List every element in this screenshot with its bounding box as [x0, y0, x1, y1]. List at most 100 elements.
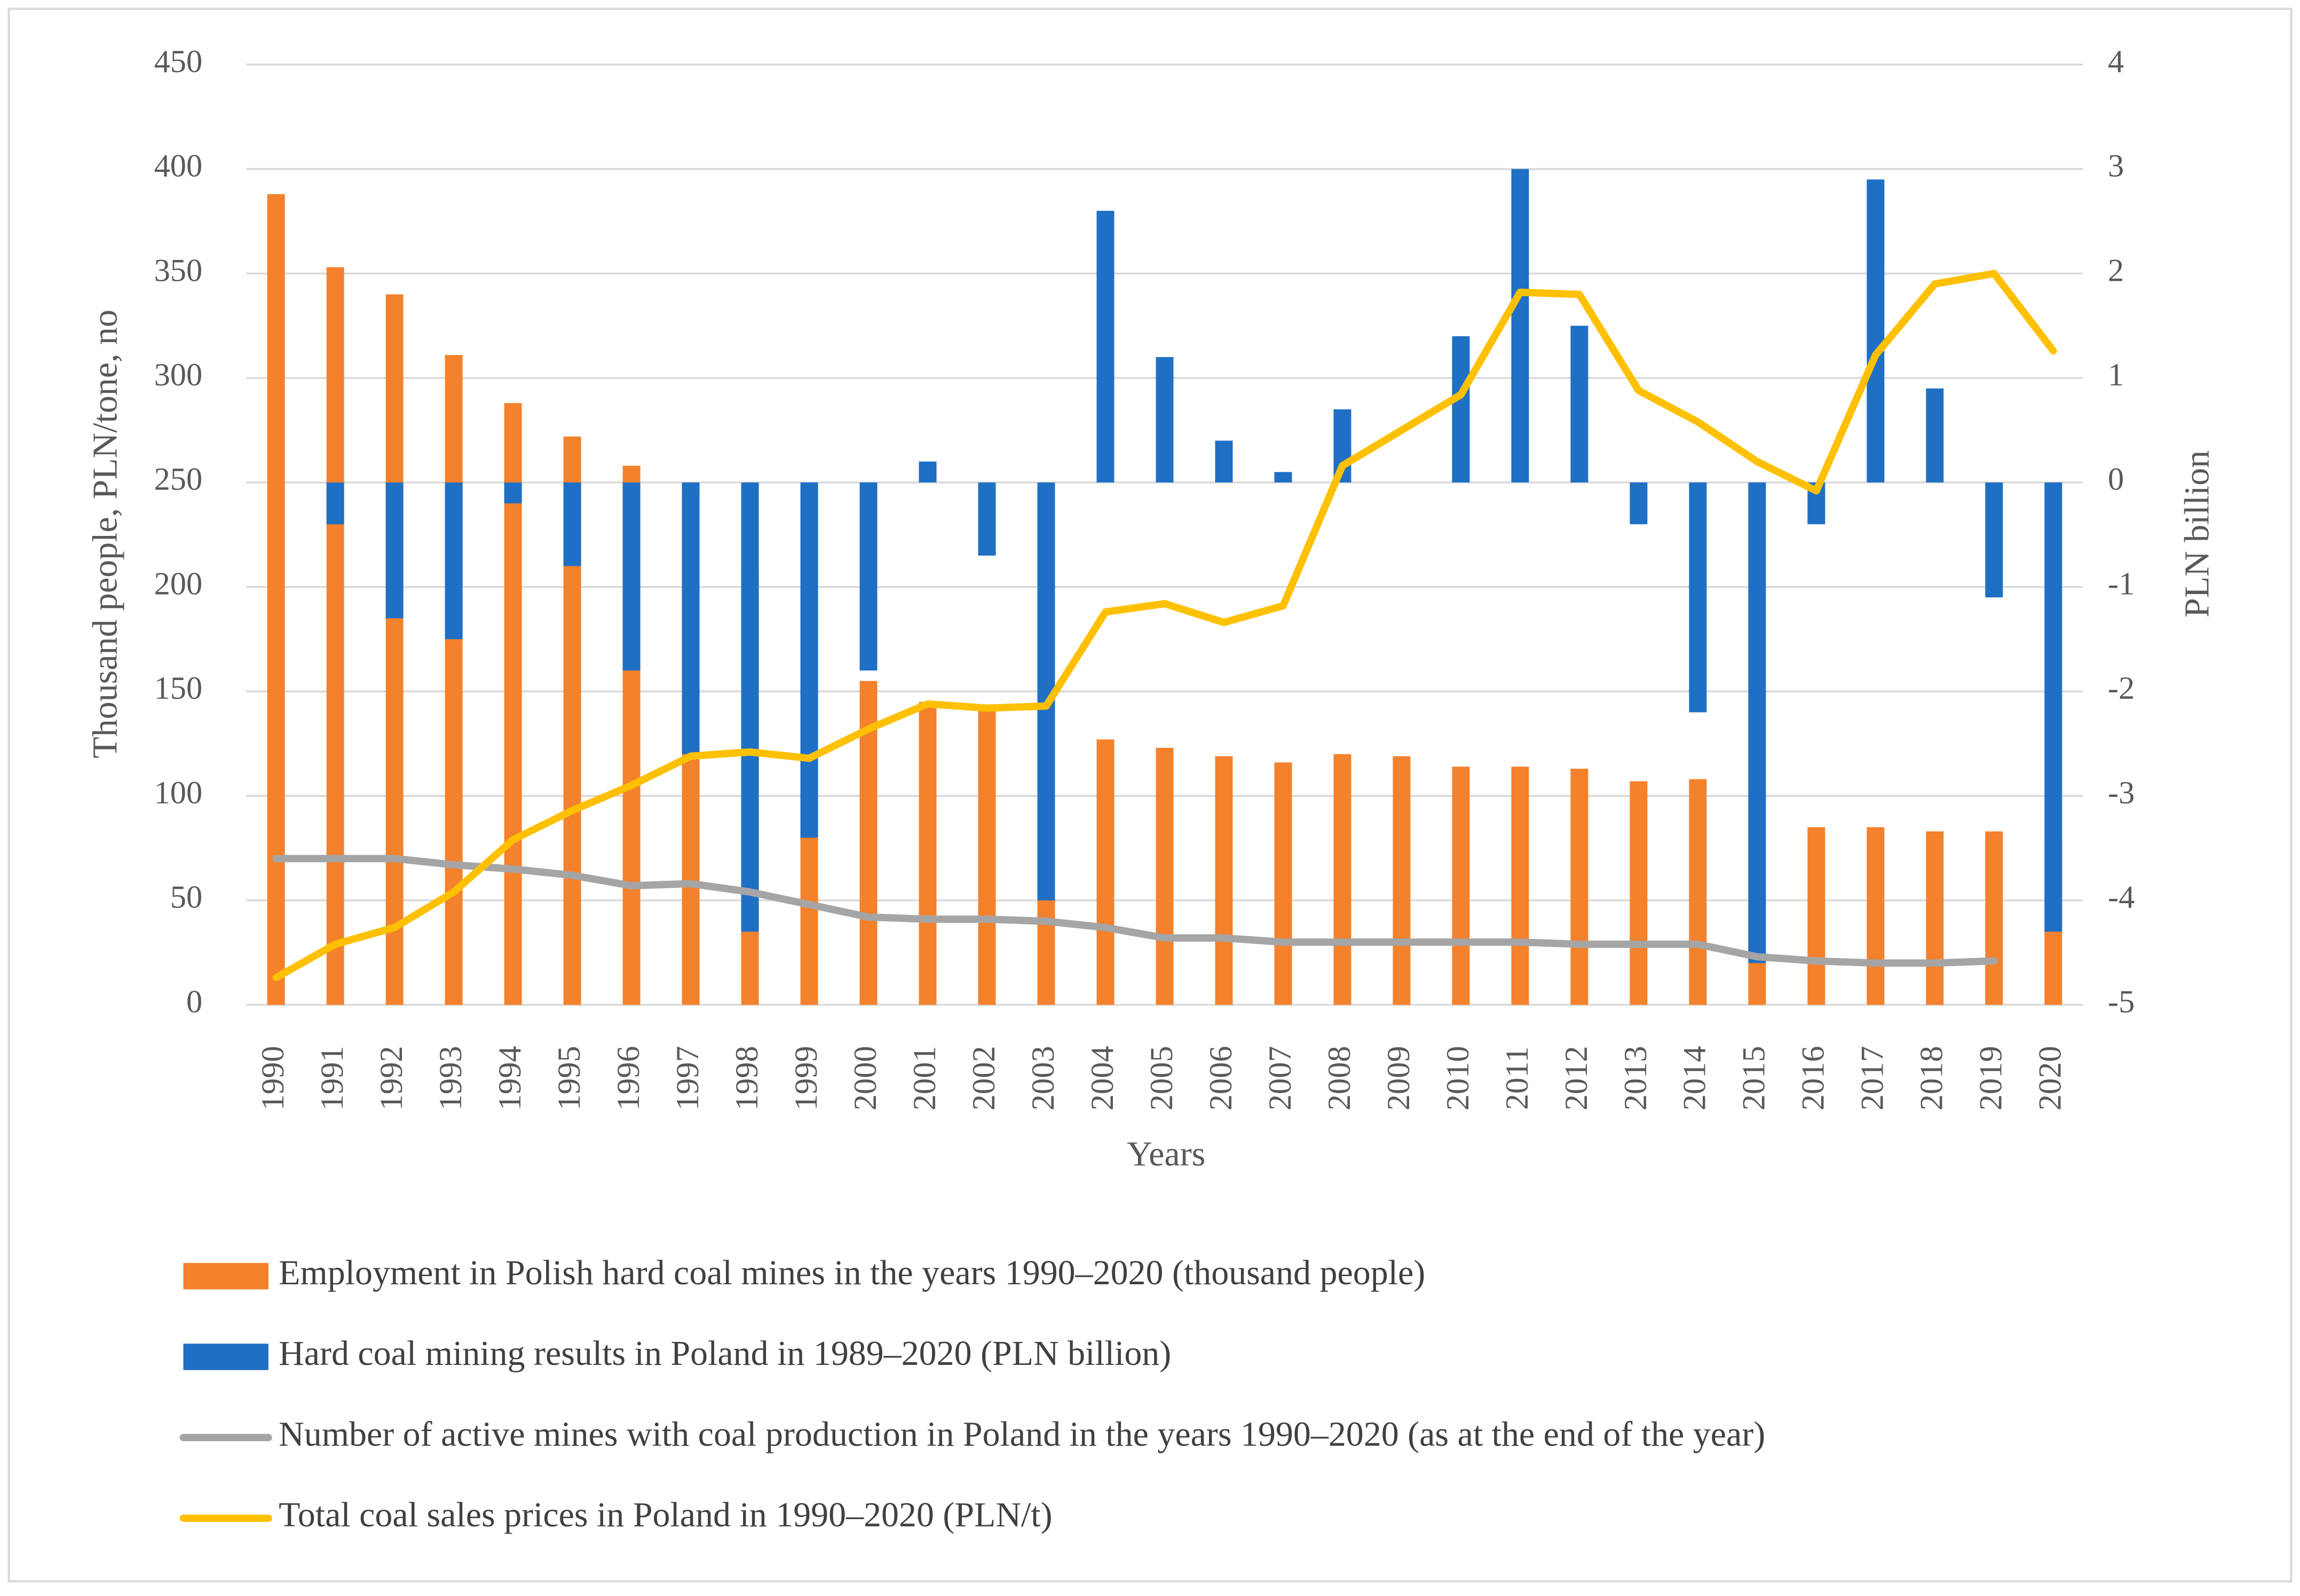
- y-tick-label: 300: [154, 357, 203, 393]
- bar: [1807, 827, 1825, 1005]
- bar: [445, 355, 463, 1005]
- bar: [1570, 326, 1588, 483]
- legend-label: Hard coal mining results in Poland in 19…: [279, 1334, 1171, 1373]
- y2-tick-label: 4: [2108, 44, 2124, 80]
- legend-label: Total coal sales prices in Poland in 199…: [279, 1495, 1052, 1534]
- y2-tick-label: -3: [2108, 775, 2135, 811]
- x-tick-label: 2001: [907, 1046, 943, 1110]
- x-tick-label: 1991: [314, 1046, 350, 1110]
- bar: [741, 482, 759, 932]
- x-tick-label: 2004: [1085, 1046, 1120, 1110]
- x-tick-label: 1997: [670, 1046, 706, 1110]
- bar: [1096, 739, 1115, 1005]
- bar: [2044, 482, 2062, 932]
- bar: [1215, 440, 1233, 483]
- line: [272, 270, 2057, 982]
- bar: [1630, 781, 1648, 1005]
- x-tick-label: 2012: [1559, 1046, 1594, 1110]
- x-tick-label: 2003: [1025, 1046, 1061, 1110]
- y-tick-label: 200: [154, 566, 203, 602]
- bar: [563, 482, 581, 566]
- legend-label: Employment in Polish hard coal mines in …: [279, 1253, 1425, 1292]
- bar: [1985, 831, 2003, 1005]
- x-tick-label: 2011: [1499, 1047, 1535, 1110]
- y2-tick-label: -1: [2108, 566, 2135, 602]
- x-tick-label: 2015: [1736, 1046, 1772, 1110]
- x-tick-label: 1993: [433, 1046, 469, 1110]
- bar: [1274, 472, 1292, 483]
- bar: [1096, 210, 1115, 483]
- x-tick-label: 2009: [1381, 1046, 1417, 1110]
- x-tick-label: 2006: [1203, 1046, 1239, 1110]
- bar: [1511, 767, 1529, 1005]
- y-tick-label: 100: [154, 775, 203, 811]
- x-tick-label: 2017: [1855, 1046, 1891, 1110]
- legend-swatch: [183, 1344, 268, 1370]
- bar: [1689, 482, 1707, 713]
- y2-tick-label: 0: [2108, 462, 2124, 497]
- y2-tick-label: 1: [2108, 357, 2124, 393]
- bar: [1867, 179, 1885, 483]
- bar: [978, 710, 996, 1005]
- bar: [326, 482, 344, 525]
- bar: [1452, 767, 1470, 1005]
- x-tick-label: 2019: [1973, 1046, 2009, 1110]
- y-tick-label: 400: [154, 148, 203, 184]
- line: [272, 855, 1998, 967]
- x-tick-label: 1992: [374, 1046, 409, 1110]
- bar: [1630, 482, 1648, 525]
- bar: [1393, 756, 1411, 1005]
- y2-tick-label: -4: [2108, 880, 2135, 915]
- bar: [267, 194, 285, 1005]
- y2-tick-label: 2: [2108, 252, 2124, 288]
- x-tick-label: 2000: [848, 1046, 883, 1110]
- bar: [859, 482, 878, 671]
- bar: [1689, 779, 1707, 1005]
- x-tick-label: 2008: [1322, 1046, 1357, 1110]
- x-tick-label: 1998: [729, 1046, 765, 1110]
- y-tick-label: 0: [186, 984, 202, 1020]
- legend-label: Number of active mines with coal product…: [279, 1415, 1765, 1453]
- bar: [1926, 388, 1944, 483]
- x-tick-label: 1990: [255, 1046, 291, 1110]
- x-tick-label: 2020: [2033, 1046, 2068, 1110]
- legend-swatch: [183, 1263, 268, 1290]
- bar: [1511, 169, 1529, 483]
- bar: [1926, 831, 1944, 1005]
- y2-tick-label: -2: [2108, 670, 2135, 706]
- y-tick-label: 250: [154, 462, 203, 497]
- bar: [1985, 482, 2003, 598]
- bar: [1748, 482, 1766, 963]
- x-tick-label: 2016: [1796, 1046, 1831, 1110]
- bar: [326, 267, 344, 1005]
- bar: [385, 482, 404, 619]
- x-tick-label: 2005: [1144, 1046, 1180, 1110]
- x-tick-label: 2010: [1440, 1046, 1476, 1110]
- y-tick-label: 50: [170, 880, 202, 915]
- bar: [1156, 357, 1174, 483]
- x-axis-title: Years: [1127, 1134, 1205, 1173]
- bar: [919, 701, 937, 1005]
- y-tick-label: 450: [154, 44, 203, 80]
- bar: [1452, 336, 1470, 483]
- y-tick-label: 150: [154, 670, 203, 706]
- x-tick-label: 2002: [966, 1046, 1002, 1110]
- bar: [919, 461, 937, 483]
- bar: [1333, 754, 1351, 1005]
- bar: [385, 294, 404, 1005]
- bar: [800, 482, 818, 838]
- x-tick-label: 2014: [1677, 1046, 1713, 1110]
- x-tick-label: 1999: [788, 1046, 824, 1110]
- bar: [445, 482, 463, 639]
- x-tick-label: 2007: [1262, 1046, 1298, 1110]
- bar: [1215, 756, 1233, 1005]
- bar: [622, 482, 641, 671]
- bar: [682, 482, 700, 754]
- bar: [1156, 747, 1174, 1005]
- y2-tick-label: -5: [2108, 984, 2135, 1020]
- bar: [1867, 827, 1885, 1005]
- x-tick-label: 2013: [1618, 1046, 1654, 1110]
- y-tick-label: 350: [154, 252, 203, 288]
- bar: [504, 482, 522, 504]
